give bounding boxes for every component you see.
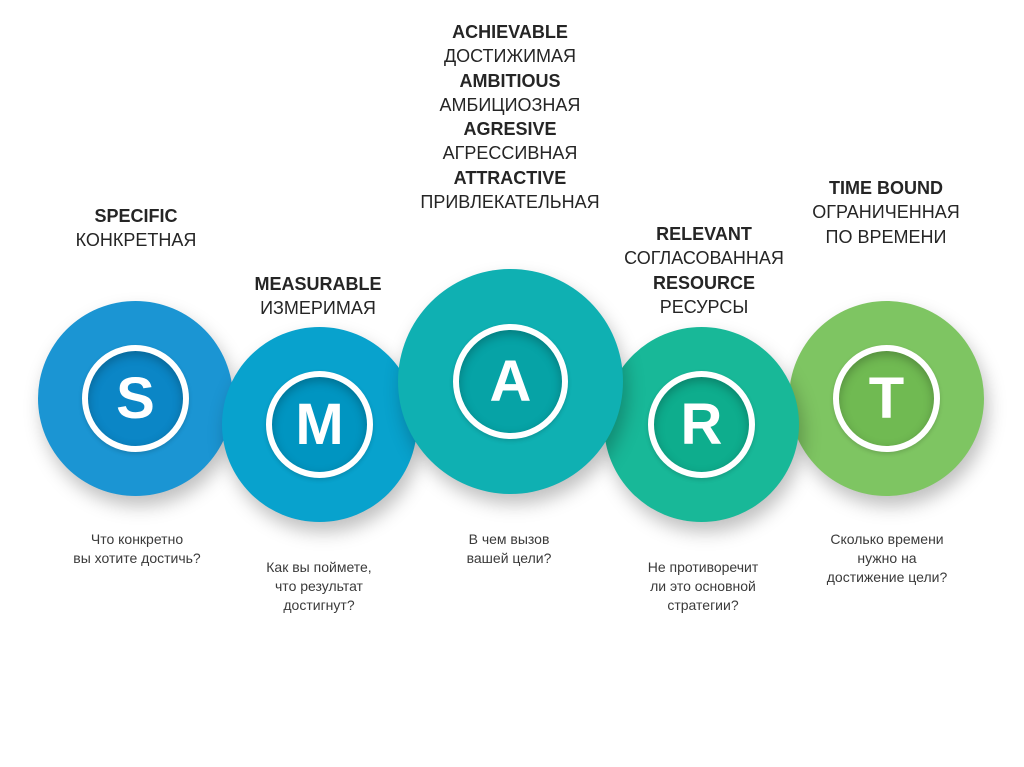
inner-circle-m: M — [266, 371, 373, 478]
inner-circle-s: S — [82, 345, 189, 452]
question-s: Что конкретновы хотите достичь? — [42, 530, 232, 568]
label-a-4: AGRESIVE — [400, 117, 620, 141]
circle-a: A — [398, 269, 623, 494]
letter-s: S — [116, 365, 155, 432]
circle-r: R — [604, 327, 799, 522]
label-a-7: ПРИВЛЕКАТЕЛЬНАЯ — [400, 190, 620, 214]
labels-a: ACHIEVABLEДОСТИЖИМАЯAMBITIOUSАМБИЦИОЗНАЯ… — [400, 20, 620, 214]
label-s-0: SPECIFIC — [36, 204, 236, 228]
question-m: Как вы поймете,что результатдостигнут? — [224, 558, 414, 615]
label-a-6: ATTRACTIVE — [400, 166, 620, 190]
labels-m: MEASURABLEИЗМЕРИМАЯ — [218, 272, 418, 321]
letter-t: T — [869, 365, 904, 432]
question-r: Не противоречитли это основнойстратегии? — [608, 558, 798, 615]
label-r-2: RESOURCE — [604, 271, 804, 295]
label-r-0: RELEVANT — [604, 222, 804, 246]
inner-circle-t: T — [833, 345, 940, 452]
letter-r: R — [681, 391, 723, 458]
label-a-0: ACHIEVABLE — [400, 20, 620, 44]
label-t-2: ПО ВРЕМЕНИ — [786, 225, 986, 249]
label-a-5: АГРЕССИВНАЯ — [400, 141, 620, 165]
smart-infographic: S SPECIFICКОНКРЕТНАЯ Что конкретновы хотит… — [0, 0, 1024, 767]
circle-s: S — [38, 301, 233, 496]
label-a-1: ДОСТИЖИМАЯ — [400, 44, 620, 68]
question-a: В чем вызоввашей цели? — [414, 530, 604, 568]
label-a-3: АМБИЦИОЗНАЯ — [400, 93, 620, 117]
label-t-0: TIME BOUND — [786, 176, 986, 200]
circle-t: T — [789, 301, 984, 496]
inner-circle-r: R — [648, 371, 755, 478]
label-m-1: ИЗМЕРИМАЯ — [218, 296, 418, 320]
labels-t: TIME BOUNDОГРАНИЧЕННАЯПО ВРЕМЕНИ — [786, 176, 986, 249]
label-s-1: КОНКРЕТНАЯ — [36, 228, 236, 252]
label-r-3: РЕСУРСЫ — [604, 295, 804, 319]
circle-m: M — [222, 327, 417, 522]
labels-s: SPECIFICКОНКРЕТНАЯ — [36, 204, 236, 253]
label-r-1: СОГЛАСОВАННАЯ — [604, 246, 804, 270]
letter-a: A — [490, 348, 532, 415]
inner-circle-a: A — [453, 324, 568, 439]
label-m-0: MEASURABLE — [218, 272, 418, 296]
letter-m: M — [295, 391, 343, 458]
label-a-2: AMBITIOUS — [400, 69, 620, 93]
labels-r: RELEVANTСОГЛАСОВАННАЯRESOURCEРЕСУРСЫ — [604, 222, 804, 319]
question-t: Сколько временинужно надостижение цели? — [792, 530, 982, 587]
label-t-1: ОГРАНИЧЕННАЯ — [786, 200, 986, 224]
